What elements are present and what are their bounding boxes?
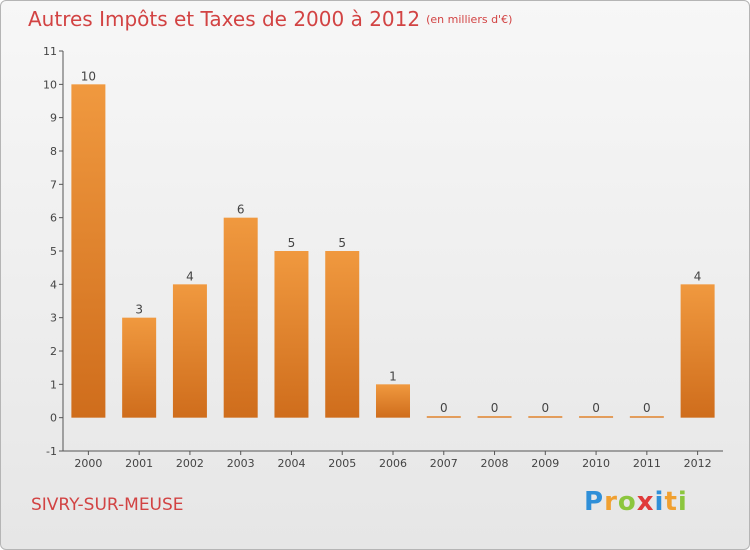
bar-2010 [579,416,613,418]
data-label-2007: 0 [440,401,448,415]
data-label-2002: 4 [186,269,194,283]
bar-2009 [528,416,562,418]
data-label-2000: 10 [81,69,96,83]
bar-2007 [427,416,461,418]
x-tick-label-2012: 2012 [684,457,712,470]
x-tick-label-2002: 2002 [176,457,204,470]
x-tick-label-2010: 2010 [582,457,610,470]
bar-2004 [274,251,308,418]
x-tick-label-2011: 2011 [633,457,661,470]
x-tick-label-2009: 2009 [531,457,559,470]
bar-2002 [173,284,207,417]
town-name: SIVRY-SUR-MEUSE [31,495,184,515]
y-tick-label: 11 [43,45,57,58]
y-tick-label: -1 [46,445,57,458]
logo-letter: r [604,487,618,517]
y-tick-label: 3 [50,312,57,325]
x-tick-label-2007: 2007 [430,457,458,470]
logo-letter: i [678,487,688,517]
x-tick-label-2000: 2000 [74,457,102,470]
bar-2000 [71,84,105,417]
x-tick-label-2005: 2005 [328,457,356,470]
logo-letter: x [637,487,655,517]
y-tick-label: 4 [50,278,57,291]
data-label-2005: 5 [338,236,346,250]
x-tick-label-2003: 2003 [227,457,255,470]
y-tick-label: 10 [43,78,57,91]
bar-2001 [122,318,156,418]
data-label-2008: 0 [491,401,499,415]
data-label-2009: 0 [541,401,549,415]
bar-2011 [630,416,664,418]
data-label-2012: 4 [694,269,702,283]
y-tick-label: 1 [50,378,57,391]
y-tick-label: 5 [50,245,57,258]
y-tick-label: 7 [50,178,57,191]
data-label-2011: 0 [643,401,651,415]
logo-letter: i [655,487,665,517]
proxiti-logo: Proxiti [584,487,688,517]
logo-letter: t [664,487,677,517]
y-tick-label: 8 [50,145,57,158]
bar-2008 [478,416,512,418]
bar-2012 [681,284,715,417]
bar-2005 [325,251,359,418]
data-label-2004: 5 [288,236,296,250]
data-label-2010: 0 [592,401,600,415]
data-label-2006: 1 [389,369,397,383]
logo-letter: P [584,487,604,517]
y-tick-label: 0 [50,412,57,425]
y-tick-label: 2 [50,345,57,358]
logo-letter: o [618,487,637,517]
x-tick-label-2001: 2001 [125,457,153,470]
x-tick-label-2004: 2004 [277,457,305,470]
x-tick-label-2006: 2006 [379,457,407,470]
data-label-2001: 3 [135,303,143,317]
data-label-2003: 6 [237,203,245,217]
y-tick-label: 9 [50,112,57,125]
bar-2003 [224,218,258,418]
y-tick-label: 6 [50,212,57,225]
bar-2006 [376,384,410,417]
x-tick-label-2008: 2008 [481,457,509,470]
